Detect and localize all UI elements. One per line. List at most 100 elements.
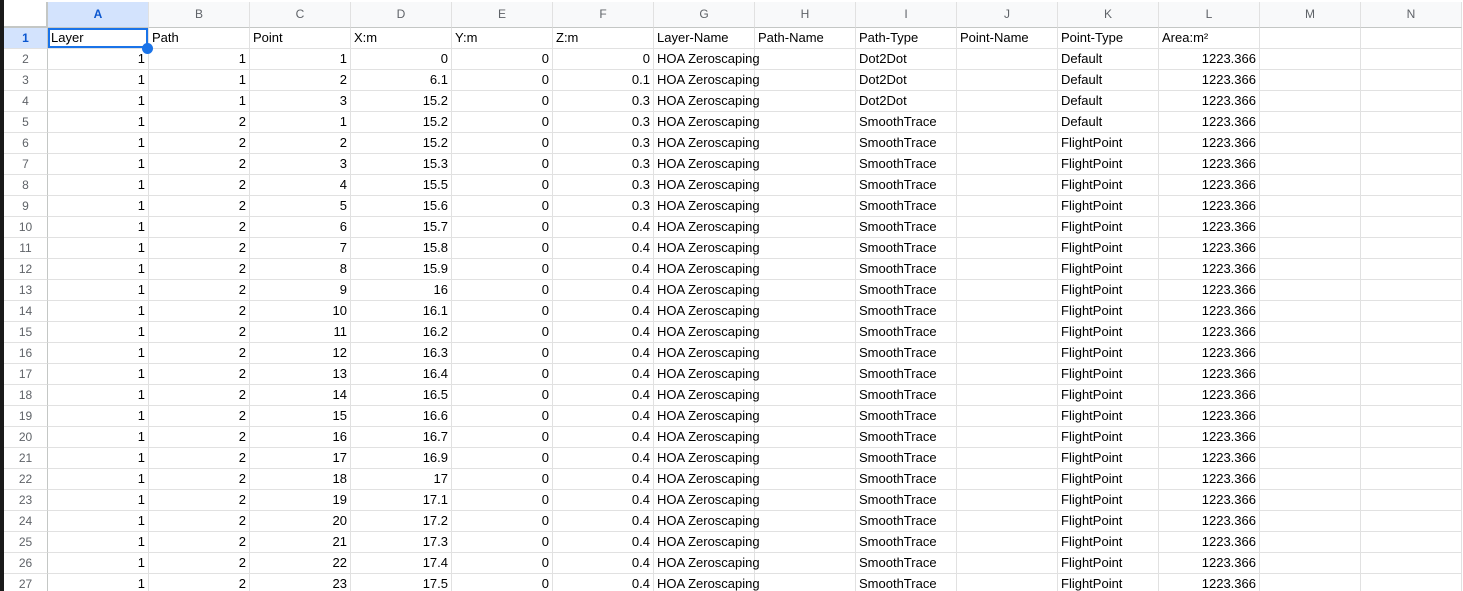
cell-H6[interactable] <box>755 133 856 154</box>
cell-E21[interactable]: 0 <box>452 448 553 469</box>
cell-I21[interactable]: SmoothTrace <box>856 448 957 469</box>
cell-A21[interactable]: 1 <box>48 448 149 469</box>
cell-N25[interactable] <box>1361 532 1462 553</box>
row-header-21[interactable]: 21 <box>4 448 48 469</box>
cell-G11[interactable]: HOA Zeroscaping <box>654 238 760 259</box>
cell-M5[interactable] <box>1260 112 1361 133</box>
cell-A19[interactable]: 1 <box>48 406 149 427</box>
cell-A10[interactable]: 1 <box>48 217 149 238</box>
cell-G25[interactable]: HOA Zeroscaping <box>654 532 760 553</box>
cell-K22[interactable]: FlightPoint <box>1058 469 1159 490</box>
cell-L22[interactable]: 1223.366 <box>1159 469 1260 490</box>
column-header-A[interactable]: A <box>48 2 149 28</box>
cell-I19[interactable]: SmoothTrace <box>856 406 957 427</box>
cell-C12[interactable]: 8 <box>250 259 351 280</box>
column-header-M[interactable]: M <box>1260 2 1361 28</box>
cell-K23[interactable]: FlightPoint <box>1058 490 1159 511</box>
row-header-24[interactable]: 24 <box>4 511 48 532</box>
cell-H15[interactable] <box>755 322 856 343</box>
cell-K26[interactable]: FlightPoint <box>1058 553 1159 574</box>
cell-I4[interactable]: Dot2Dot <box>856 91 957 112</box>
cell-G19[interactable]: HOA Zeroscaping <box>654 406 760 427</box>
cell-I15[interactable]: SmoothTrace <box>856 322 957 343</box>
cell-K1[interactable]: Point-Type <box>1058 28 1159 49</box>
cell-M2[interactable] <box>1260 49 1361 70</box>
select-all-corner[interactable] <box>4 2 48 28</box>
row-header-23[interactable]: 23 <box>4 490 48 511</box>
cell-L25[interactable]: 1223.366 <box>1159 532 1260 553</box>
cell-K27[interactable]: FlightPoint <box>1058 574 1159 591</box>
cell-M15[interactable] <box>1260 322 1361 343</box>
cell-I20[interactable]: SmoothTrace <box>856 427 957 448</box>
cell-B12[interactable]: 2 <box>149 259 250 280</box>
cell-N13[interactable] <box>1361 280 1462 301</box>
cell-N9[interactable] <box>1361 196 1462 217</box>
cell-L15[interactable]: 1223.366 <box>1159 322 1260 343</box>
row-header-6[interactable]: 6 <box>4 133 48 154</box>
cell-J22[interactable] <box>957 469 1058 490</box>
cell-A20[interactable]: 1 <box>48 427 149 448</box>
cell-L12[interactable]: 1223.366 <box>1159 259 1260 280</box>
cell-J15[interactable] <box>957 322 1058 343</box>
cell-L1[interactable]: Area:m² <box>1159 28 1260 49</box>
cell-B8[interactable]: 2 <box>149 175 250 196</box>
cell-B7[interactable]: 2 <box>149 154 250 175</box>
cell-B26[interactable]: 2 <box>149 553 250 574</box>
cell-D22[interactable]: 17 <box>351 469 452 490</box>
cell-D10[interactable]: 15.7 <box>351 217 452 238</box>
cell-E19[interactable]: 0 <box>452 406 553 427</box>
cell-M23[interactable] <box>1260 490 1361 511</box>
cell-B10[interactable]: 2 <box>149 217 250 238</box>
cell-M21[interactable] <box>1260 448 1361 469</box>
cell-A8[interactable]: 1 <box>48 175 149 196</box>
cell-F10[interactable]: 0.4 <box>553 217 654 238</box>
cell-F25[interactable]: 0.4 <box>553 532 654 553</box>
cell-G23[interactable]: HOA Zeroscaping <box>654 490 760 511</box>
cell-L24[interactable]: 1223.366 <box>1159 511 1260 532</box>
cell-M1[interactable] <box>1260 28 1361 49</box>
cell-I9[interactable]: SmoothTrace <box>856 196 957 217</box>
cell-I1[interactable]: Path-Type <box>856 28 957 49</box>
cell-G21[interactable]: HOA Zeroscaping <box>654 448 760 469</box>
cell-B6[interactable]: 2 <box>149 133 250 154</box>
cell-H18[interactable] <box>755 385 856 406</box>
cell-H1[interactable]: Path-Name <box>755 28 856 49</box>
cell-G7[interactable]: HOA Zeroscaping <box>654 154 760 175</box>
cell-D27[interactable]: 17.5 <box>351 574 452 591</box>
cell-D7[interactable]: 15.3 <box>351 154 452 175</box>
cell-L8[interactable]: 1223.366 <box>1159 175 1260 196</box>
cell-N19[interactable] <box>1361 406 1462 427</box>
column-header-H[interactable]: H <box>755 2 856 28</box>
cell-K12[interactable]: FlightPoint <box>1058 259 1159 280</box>
cell-J23[interactable] <box>957 490 1058 511</box>
cell-B24[interactable]: 2 <box>149 511 250 532</box>
cell-M6[interactable] <box>1260 133 1361 154</box>
cell-E27[interactable]: 0 <box>452 574 553 591</box>
cell-E7[interactable]: 0 <box>452 154 553 175</box>
cell-F14[interactable]: 0.4 <box>553 301 654 322</box>
cell-M16[interactable] <box>1260 343 1361 364</box>
row-header-20[interactable]: 20 <box>4 427 48 448</box>
cell-J8[interactable] <box>957 175 1058 196</box>
cell-A9[interactable]: 1 <box>48 196 149 217</box>
row-header-27[interactable]: 27 <box>4 574 48 591</box>
cell-G3[interactable]: HOA Zeroscaping <box>654 70 760 91</box>
cell-F19[interactable]: 0.4 <box>553 406 654 427</box>
cell-E22[interactable]: 0 <box>452 469 553 490</box>
cell-K7[interactable]: FlightPoint <box>1058 154 1159 175</box>
cell-J10[interactable] <box>957 217 1058 238</box>
cell-H7[interactable] <box>755 154 856 175</box>
cell-B20[interactable]: 2 <box>149 427 250 448</box>
cell-C11[interactable]: 7 <box>250 238 351 259</box>
cell-A13[interactable]: 1 <box>48 280 149 301</box>
column-header-I[interactable]: I <box>856 2 957 28</box>
cell-D4[interactable]: 15.2 <box>351 91 452 112</box>
cell-C21[interactable]: 17 <box>250 448 351 469</box>
cell-D23[interactable]: 17.1 <box>351 490 452 511</box>
cell-C16[interactable]: 12 <box>250 343 351 364</box>
cell-L6[interactable]: 1223.366 <box>1159 133 1260 154</box>
cell-K19[interactable]: FlightPoint <box>1058 406 1159 427</box>
cell-J19[interactable] <box>957 406 1058 427</box>
cell-D13[interactable]: 16 <box>351 280 452 301</box>
cell-E24[interactable]: 0 <box>452 511 553 532</box>
